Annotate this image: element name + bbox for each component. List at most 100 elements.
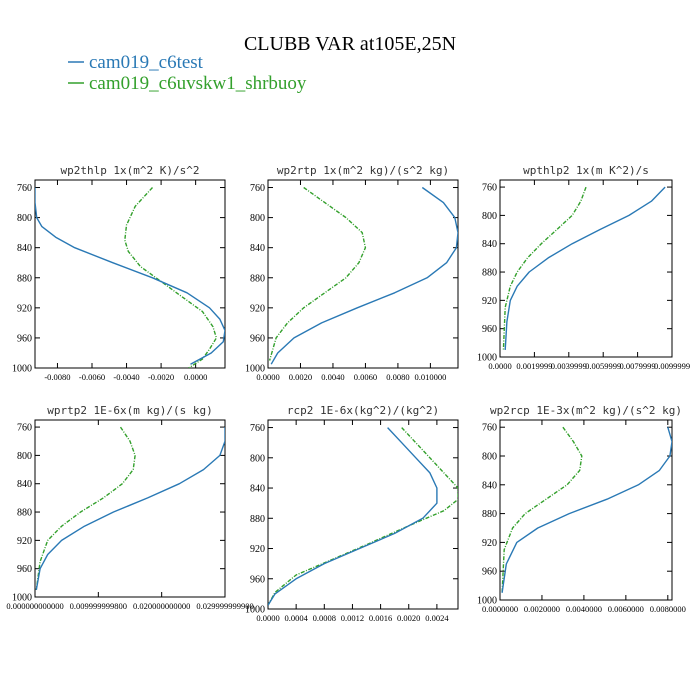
x-tick-label: 0.0020000	[524, 604, 560, 614]
y-tick-label: 840	[17, 479, 32, 490]
x-tick-label: 0.0060	[354, 372, 377, 382]
panel-4: wprtp2 1E-6x(m kg)/(s kg) 760 800 840 880 920…	[6, 404, 253, 611]
x-tick-label: 0.0000	[256, 372, 279, 382]
x-tick-label: 0.000000000000	[6, 601, 63, 611]
x-tick-label: -0.0040	[113, 372, 139, 382]
panel-6: wp2rcp 1E-3x(m^2 kg)/(s^2 kg) 760 800 840 88…	[477, 404, 686, 614]
plot-frame	[499, 419, 673, 601]
y-tick-label: 920	[17, 536, 32, 547]
y-tick-label: 960	[250, 574, 265, 585]
y-tick-label: 800	[250, 213, 265, 224]
y-tick-label: 920	[17, 303, 32, 314]
x-tick-label: 0.010000	[414, 372, 446, 382]
x-tick-label: 0.0019999	[516, 361, 552, 371]
x-tick-label: 0.0039999	[551, 361, 587, 371]
y-tick-label: 760	[482, 423, 497, 434]
y-tick-label: 800	[250, 453, 265, 464]
x-tick-label: 0.0040	[321, 372, 344, 382]
y-tick-label: 1000	[12, 593, 32, 604]
panel-2: wp2rtp 1x(m^2 kg)/(s^2 kg) 760 800 840 880 92…	[245, 164, 459, 382]
y-tick-label: 760	[17, 423, 32, 434]
panel-5: rcp2 1E-6x(kg^2)/(kg^2) 760 800 840 880 920 96…	[245, 404, 459, 623]
y-tick-label: 880	[17, 508, 32, 519]
x-tick-label: 0.0060000	[608, 604, 644, 614]
x-tick-label: 0.0000000	[482, 604, 518, 614]
y-tick-label: 1000	[245, 364, 265, 375]
y-tick-label: 1000	[477, 353, 497, 364]
plot-frame	[34, 179, 226, 369]
panel-title: wp2thlp 1x(m^2 K)/s^2	[60, 164, 199, 177]
x-tick-label: 0.0004	[284, 613, 308, 623]
series-line	[35, 427, 225, 591]
y-tick-label: 840	[250, 484, 265, 495]
series-line	[268, 427, 458, 606]
panel-grid: wp2thlp 1x(m^2 K)/s^2 760 800 840 880 920 960 1…	[6, 164, 690, 623]
y-tick-label: 800	[17, 451, 32, 462]
plot-frame	[34, 419, 226, 598]
y-tick-label: 960	[482, 324, 497, 335]
x-tick-label: -0.0080	[44, 372, 70, 382]
y-tick-label: 960	[250, 333, 265, 344]
series-line	[504, 186, 666, 350]
y-tick-label: 880	[250, 514, 265, 525]
x-tick-label: 0.029999999900	[196, 601, 253, 611]
y-tick-label: 960	[17, 333, 32, 344]
x-tick-label: 0.0020	[289, 372, 312, 382]
x-tick-label: 0.0024	[425, 613, 449, 623]
y-tick-label: 840	[482, 239, 497, 250]
x-tick-label: 0.020000000000	[133, 601, 190, 611]
y-tick-label: 800	[482, 211, 497, 222]
y-tick-label: 880	[482, 509, 497, 520]
x-tick-label: 0.0099999	[654, 361, 690, 371]
x-tick-label: 0.0000	[488, 361, 511, 371]
x-tick-label: 0.0000	[184, 372, 207, 382]
series-line	[268, 427, 438, 606]
x-tick-label: -0.0020	[148, 372, 174, 382]
plot-frame	[267, 419, 459, 610]
y-tick-label: 880	[250, 273, 265, 284]
x-tick-label: 0.0040000	[566, 604, 602, 614]
x-tick-label: 0.0059999	[585, 361, 621, 371]
series-line	[501, 426, 583, 593]
series-line	[268, 186, 367, 361]
y-tick-label: 1000	[245, 605, 265, 616]
y-tick-label: 920	[482, 296, 497, 307]
y-tick-label: 840	[17, 243, 32, 254]
y-tick-label: 880	[17, 273, 32, 284]
panel-3: wpthlp2 1x(m K^2)/s 760 800 840 880 920 960 100…	[477, 164, 690, 371]
y-tick-label: 760	[482, 183, 497, 194]
y-tick-label: 800	[17, 213, 32, 224]
series-line	[124, 187, 218, 368]
y-tick-label: 920	[482, 538, 497, 549]
panel-1: wp2thlp 1x(m^2 K)/s^2 760 800 840 880 920 960 1…	[12, 164, 226, 382]
figure-title: CLUBB VAR at105E,25N	[244, 33, 456, 55]
x-tick-label: 0.0012	[341, 613, 364, 623]
y-tick-label: 960	[17, 564, 32, 575]
x-tick-label: 0.0080000	[650, 604, 686, 614]
legend-label-2: cam019_c6uvskw1_shrbuoy	[89, 73, 307, 94]
x-tick-label: 0.0079999	[620, 361, 656, 371]
y-tick-label: 800	[482, 452, 497, 463]
y-tick-label: 760	[250, 183, 265, 194]
legend-label-1: cam019_c6test	[89, 52, 204, 73]
y-tick-label: 920	[250, 303, 265, 314]
series-line	[270, 186, 458, 365]
panel-title: rcp2 1E-6x(kg^2)/(kg^2)	[287, 404, 439, 417]
y-tick-label: 960	[482, 567, 497, 578]
x-tick-label: -0.0060	[79, 372, 105, 382]
series-line	[501, 427, 672, 593]
panel-title: wprtp2 1E-6x(m kg)/(s kg)	[47, 404, 213, 417]
x-tick-label: 0.0008	[313, 613, 336, 623]
plot-frame	[499, 179, 673, 358]
panel-title: wp2rtp 1x(m^2 kg)/(s^2 kg)	[277, 164, 449, 177]
x-tick-label: 0.009999999800	[70, 601, 127, 611]
y-tick-label: 1000	[12, 364, 32, 375]
y-tick-label: 1000	[477, 596, 497, 607]
y-tick-label: 760	[250, 423, 265, 434]
series-line	[502, 186, 587, 350]
panel-title: wp2rcp 1E-3x(m^2 kg)/(s^2 kg)	[490, 404, 682, 417]
plot-frame	[267, 179, 459, 369]
x-tick-label: 0.0016	[369, 613, 392, 623]
series-line	[35, 187, 225, 365]
